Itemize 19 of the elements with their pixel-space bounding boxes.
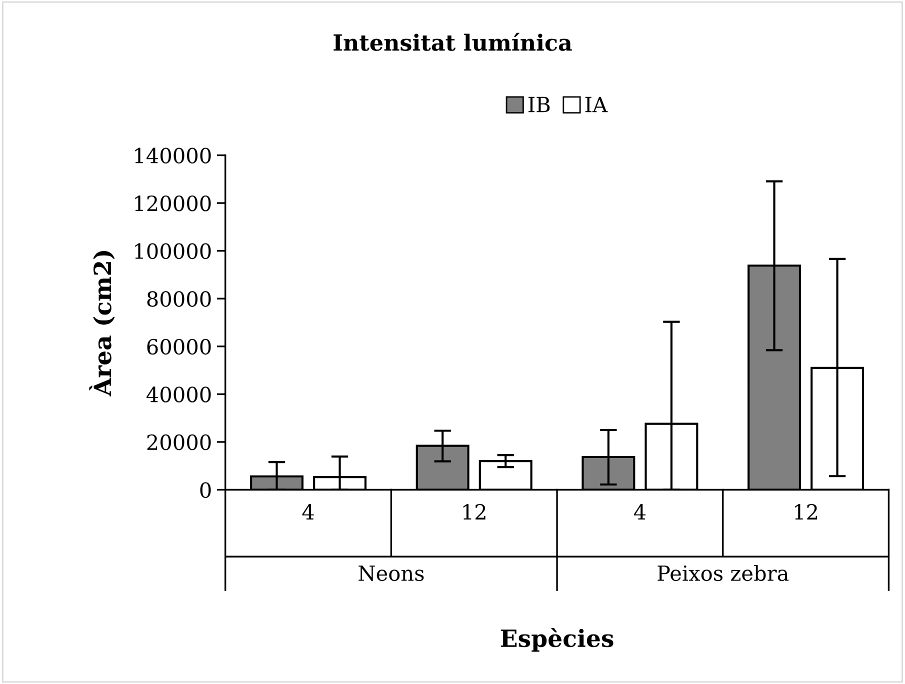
y-tick-label: 0 [200,482,211,498]
y-tick-label: 100000 [135,243,211,260]
y-tick-label: 140000 [135,148,211,164]
text: Peixos zebra [658,564,789,582]
legend-label: IB [528,96,550,112]
y-tick-label: 60000 [147,338,211,355]
x-tick-label: 4 [634,504,646,520]
x-tick-label: 4 [302,504,314,520]
y-tick-label: 120000 [135,196,211,212]
x-tick-label: 12 [463,504,486,520]
legend-label: IA [585,96,608,112]
y-tick-label: 40000 [146,386,211,402]
y-tick-label: 20000 [147,434,211,450]
y-tick-label: 80000 [147,291,211,307]
chart-title: Intensitat lumínica [334,32,572,51]
text: Neons [358,566,424,582]
x-axis-title: Espècies [500,628,614,652]
y-axis-title: Àrea (cm2) [89,251,115,396]
x-tick-label: 12 [795,504,817,520]
